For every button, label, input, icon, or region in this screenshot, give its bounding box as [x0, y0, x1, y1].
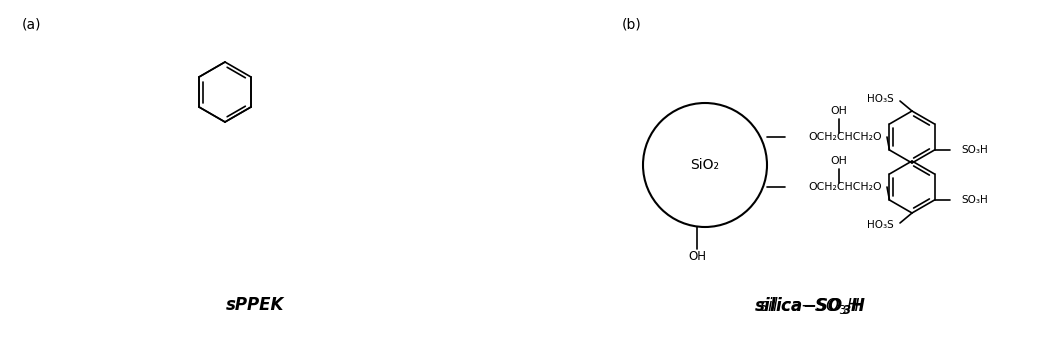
Text: OCH₂CHCH₂O: OCH₂CHCH₂O — [808, 132, 881, 142]
Text: HO₃S: HO₃S — [867, 220, 894, 230]
Text: $\bfit{silica}$$\bfit{-SO_3H}$: $\bfit{silica}$$\bfit{-SO_3H}$ — [754, 294, 867, 315]
Text: OH: OH — [830, 106, 847, 116]
Text: OH: OH — [688, 250, 706, 264]
Text: OH: OH — [830, 156, 847, 166]
Text: SO₃H: SO₃H — [962, 145, 988, 155]
Text: SO₃H: SO₃H — [962, 195, 988, 205]
Text: sPPEK: sPPEK — [226, 296, 284, 314]
Text: (a): (a) — [22, 18, 42, 32]
Circle shape — [642, 103, 767, 227]
Text: OCH₂CHCH₂O: OCH₂CHCH₂O — [808, 182, 881, 192]
Text: HO₃S: HO₃S — [867, 94, 894, 104]
Text: (b): (b) — [622, 18, 641, 32]
Text: SiO₂: SiO₂ — [690, 158, 720, 172]
Text: $\it{silica}$$\mathit{-SO_3H}$: $\it{silica}$$\mathit{-SO_3H}$ — [759, 294, 860, 315]
